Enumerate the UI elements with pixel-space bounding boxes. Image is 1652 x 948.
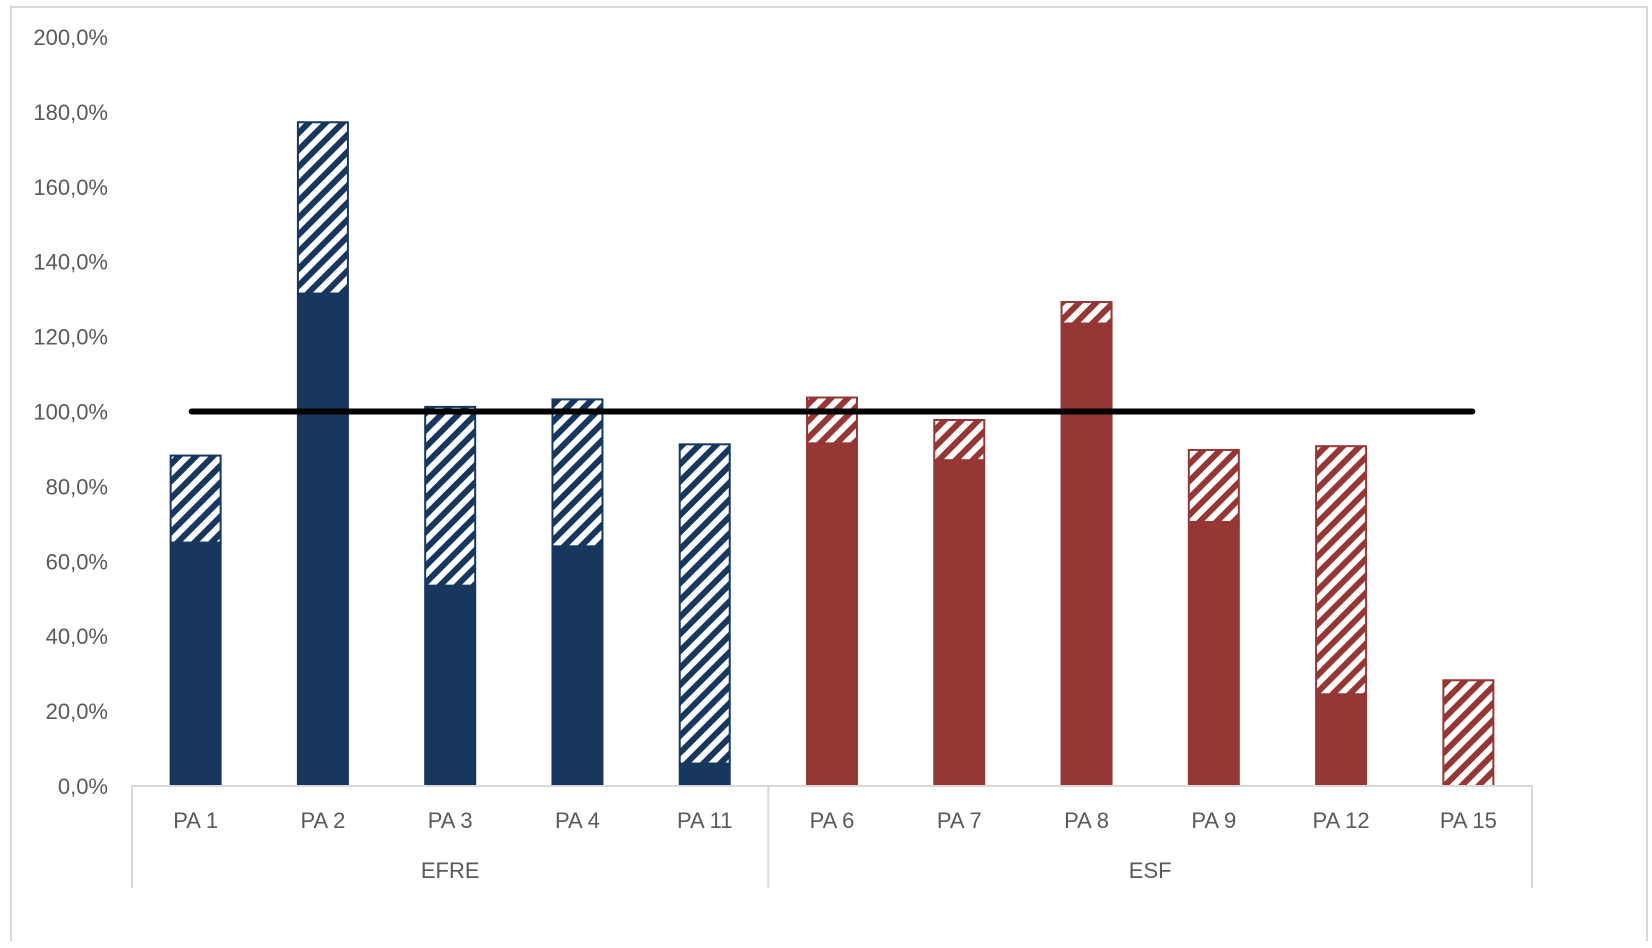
x-tick-label: PA 1 — [173, 808, 218, 833]
bar-solid-segment — [1187, 521, 1240, 786]
bar-hatched-segment — [424, 405, 477, 587]
x-tick-label: PA 3 — [428, 808, 473, 833]
x-tick-label: PA 6 — [810, 808, 855, 833]
x-tick-label: PA 8 — [1064, 808, 1109, 833]
bar-hatched-segment — [1315, 445, 1368, 696]
x-tick-label: PA 9 — [1191, 808, 1236, 833]
bar-solid-segment — [678, 763, 731, 786]
x-tick-label: PA 15 — [1440, 808, 1497, 833]
bar-hatched-segment — [551, 398, 604, 548]
bar-hatched-segment — [1187, 448, 1240, 523]
bar-solid-segment — [296, 293, 349, 786]
y-axis-labels: 0,0% 20,0% 40,0% 60,0% 80,0% 100,0% 120,0% 140,… — [33, 25, 108, 799]
y-tick-label: 180,0% — [33, 100, 108, 125]
bar-solid-segment — [551, 546, 604, 786]
bar-solid-segment — [424, 585, 477, 786]
bar-solid-segment — [933, 460, 986, 786]
x-axis: PA 1 PA 2 PA 3 PA 4 PA 11 PA 6 PA 7 PA 8 PA 9 PA … — [131, 785, 1533, 888]
bar-solid-segment — [169, 542, 222, 786]
x-tick-label: PA 4 — [555, 808, 600, 833]
x-tick-label: PA 12 — [1313, 808, 1370, 833]
y-tick-label: 200,0% — [33, 25, 108, 50]
x-tick-label: PA 2 — [300, 808, 345, 833]
bar-hatched-segment — [169, 454, 222, 544]
bar-hatched-segment — [806, 396, 858, 445]
y-tick-label: 0,0% — [58, 774, 108, 799]
bar-hatched-segment — [296, 121, 349, 295]
group-label: ESF — [1129, 858, 1172, 883]
y-tick-label: 80,0% — [46, 474, 108, 499]
chart-area: 0,0% 20,0% 40,0% 60,0% 80,0% 100,0% 120,0% 140,… — [10, 6, 1648, 941]
y-tick-label: 40,0% — [46, 624, 108, 649]
y-tick-label: 140,0% — [33, 250, 108, 275]
bar-solid-segment — [1060, 323, 1113, 786]
stacked-bar-chart: 0,0% 20,0% 40,0% 60,0% 80,0% 100,0% 120,0% 140,… — [33, 25, 1533, 888]
y-tick-label: 120,0% — [33, 325, 108, 350]
y-tick-label: 20,0% — [46, 699, 108, 724]
bar-hatched-segment — [1060, 301, 1113, 325]
bar-hatched-segment — [933, 418, 986, 462]
group-label: EFRE — [421, 858, 480, 883]
bar-hatched-segment — [678, 443, 731, 765]
y-tick-label: 60,0% — [46, 549, 108, 574]
y-tick-label: 100,0% — [33, 400, 108, 425]
x-tick-label: PA 7 — [937, 808, 982, 833]
bar-solid-segment — [806, 443, 858, 786]
x-tick-label: PA 11 — [677, 808, 732, 833]
y-tick-label: 160,0% — [33, 175, 108, 200]
bar-hatched-segment — [1442, 679, 1495, 788]
bar-solid-segment — [1315, 694, 1368, 786]
bars — [169, 121, 1495, 788]
